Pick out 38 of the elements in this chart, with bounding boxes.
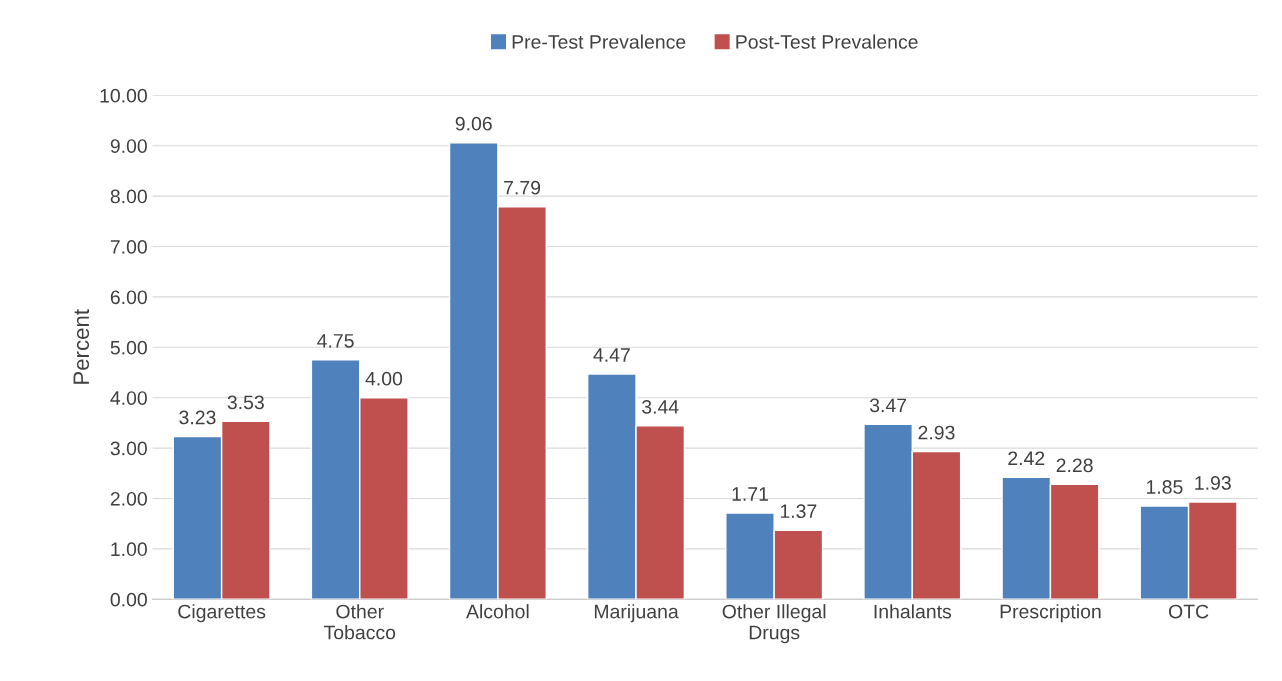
- y-tick-label: 9.00: [110, 139, 147, 153]
- y-tick-label: 10.00: [100, 88, 147, 103]
- y-axis-title: Percent: [73, 309, 90, 384]
- data-label: 2.42: [1008, 451, 1045, 465]
- data-label: 4.00: [365, 371, 403, 386]
- x-tick-label: Inhalants: [874, 604, 952, 619]
- data-label: 3.53: [227, 395, 264, 410]
- data-label: 2.28: [1056, 458, 1093, 473]
- x-tick-label: Alcohol: [466, 604, 529, 619]
- legend-label: Post-Test Prevalence: [736, 34, 918, 49]
- data-label: 1.37: [780, 504, 817, 519]
- data-label: 1.71: [732, 487, 768, 501]
- x-tick-label: Marijuana: [594, 604, 679, 623]
- data-label: 3.23: [179, 410, 216, 425]
- data-label: 3.44: [642, 399, 679, 414]
- x-tick-label: Cigarettes: [178, 604, 266, 623]
- y-tick-label: 2.00: [110, 491, 147, 506]
- data-label: 4.47: [593, 348, 630, 362]
- y-tick-label: 0.00: [110, 592, 147, 607]
- y-tick-label: 7.00: [110, 239, 147, 254]
- data-label: 1.85: [1146, 480, 1183, 494]
- y-tick-label: 4.00: [110, 391, 147, 405]
- y-tick-label: 6.00: [110, 290, 147, 305]
- y-tick-label: 3.00: [110, 441, 147, 456]
- data-label: 1.93: [1195, 476, 1231, 490]
- x-tick-label: OTC: [1168, 604, 1209, 619]
- y-tick-label: 1.00: [111, 542, 147, 557]
- data-label: 7.79: [504, 180, 541, 195]
- data-label: 4.75: [317, 334, 354, 348]
- data-label: 9.06: [455, 116, 492, 131]
- y-tick-label: 5.00: [110, 340, 147, 355]
- x-tick-label: Prescription: [1000, 604, 1101, 623]
- legend-label: Pre-Test Prevalence: [512, 34, 686, 49]
- y-tick-label: 8.00: [110, 189, 147, 204]
- data-label: 2.93: [918, 425, 955, 440]
- x-tick-label: Other Illegal Drugs: [722, 604, 826, 644]
- data-label: 3.47: [869, 398, 907, 413]
- x-tick-label: Other Tobacco: [323, 604, 396, 640]
